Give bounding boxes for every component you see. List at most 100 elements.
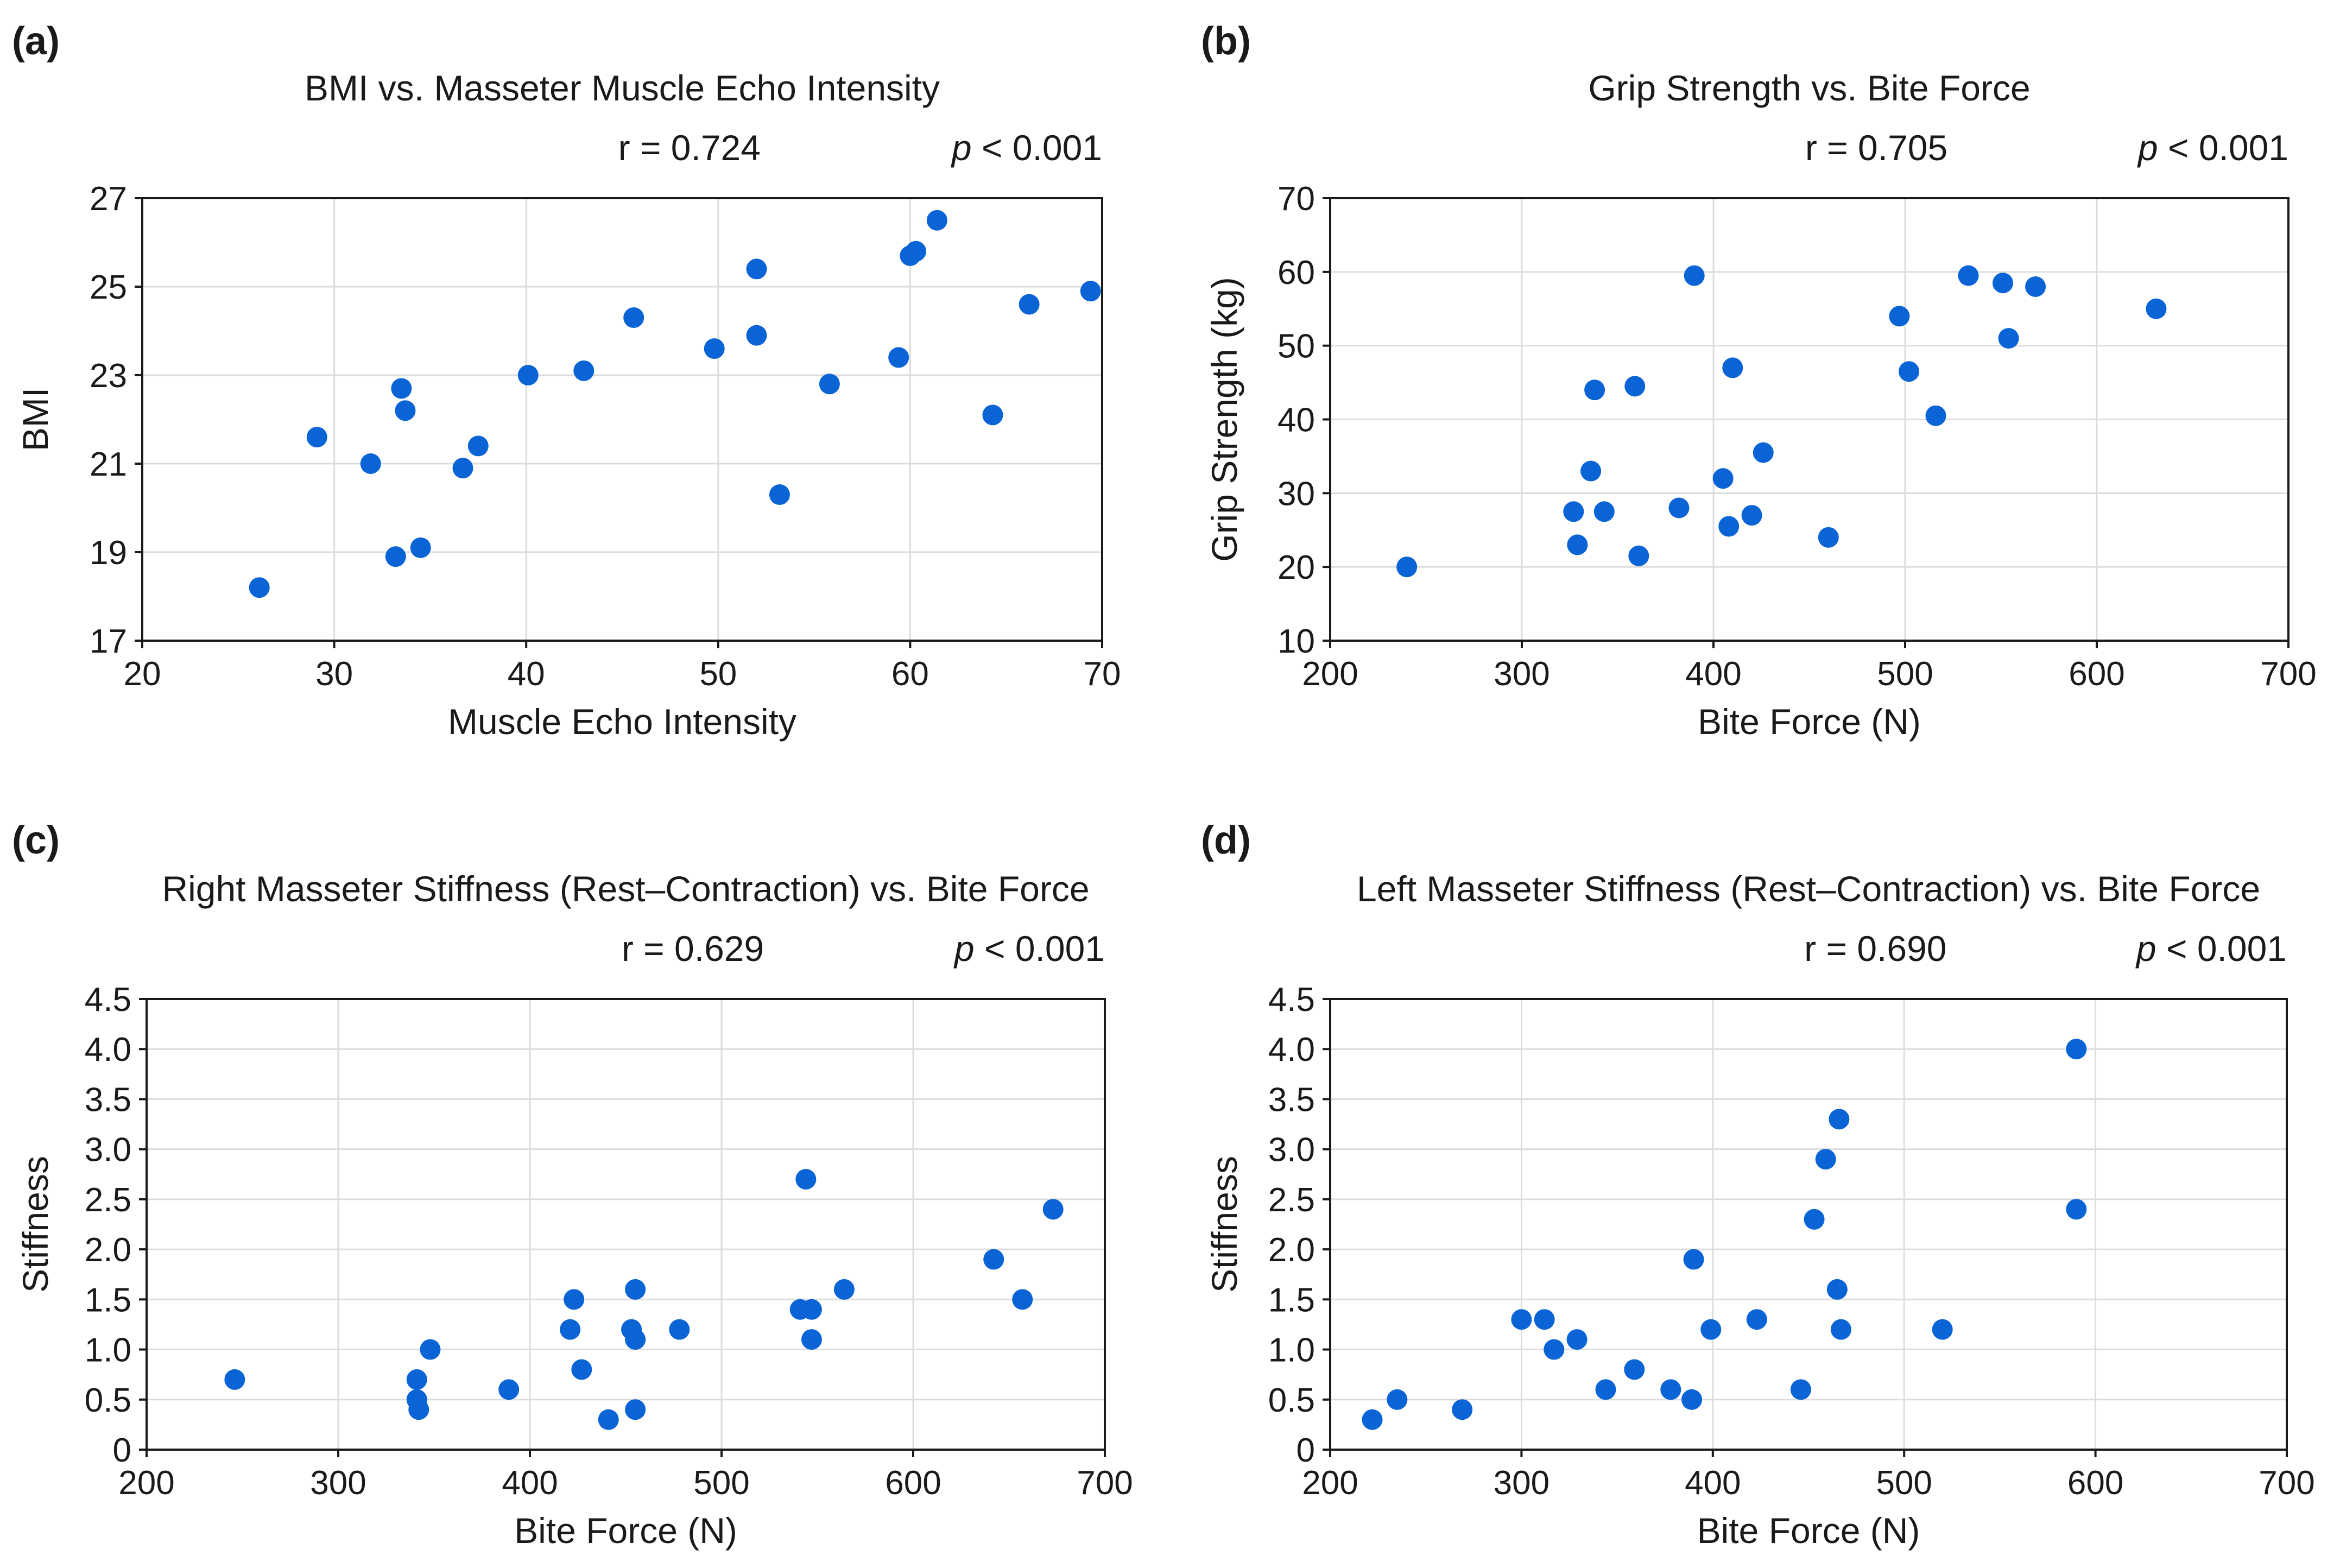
x-tick-label: 200 xyxy=(1302,1464,1358,1502)
y-tick-label: 0.5 xyxy=(85,1382,131,1419)
x-axis-label: Bite Force (N) xyxy=(1698,701,1921,742)
data-point xyxy=(625,1399,646,1420)
plot-frame xyxy=(1329,998,2288,1451)
chart-title: Grip Strength vs. Bite Force xyxy=(1588,68,2030,108)
data-point xyxy=(1595,1379,1616,1400)
data-point xyxy=(1746,1309,1767,1330)
x-axis-label: Bite Force (N) xyxy=(514,1510,737,1551)
data-point xyxy=(224,1369,245,1390)
y-axis-label: Grip Strength (kg) xyxy=(1204,277,1244,562)
data-point xyxy=(1624,1359,1645,1380)
p-value-text: < 0.001 xyxy=(972,128,1102,168)
plot-frame xyxy=(141,197,1103,642)
y-tick-label: 70 xyxy=(1277,180,1315,218)
x-tick-label: 200 xyxy=(118,1464,174,1502)
data-point xyxy=(2066,1039,2087,1060)
correlation-r: r = 0.690 xyxy=(1804,928,1946,969)
x-tick-label: 700 xyxy=(2259,1464,2314,1502)
panel-label: (c) xyxy=(12,819,60,862)
data-point xyxy=(669,1319,690,1340)
data-point xyxy=(598,1409,619,1430)
data-point xyxy=(249,577,270,598)
data-point xyxy=(408,1399,429,1420)
chart-title-part: Right Masseter xyxy=(162,869,413,909)
y-tick-label: 1.5 xyxy=(85,1281,131,1319)
p-value: p < 0.001 xyxy=(953,928,1105,969)
y-tick-label: 30 xyxy=(1277,475,1315,513)
data-point xyxy=(1993,273,2014,294)
y-tick-label: 0.5 xyxy=(1268,1382,1315,1419)
data-point xyxy=(769,484,790,505)
data-point xyxy=(1998,328,2019,349)
data-point xyxy=(2025,276,2046,297)
y-tick-label: 4.0 xyxy=(1268,1031,1315,1068)
p-value-text: < 0.001 xyxy=(2158,128,2288,168)
data-point xyxy=(983,1249,1004,1270)
plot-frame xyxy=(146,998,1106,1451)
data-point xyxy=(819,374,840,395)
y-tick-label: 19 xyxy=(90,534,127,572)
x-tick-label: 600 xyxy=(2069,655,2124,693)
y-tick-label: 0 xyxy=(113,1432,131,1469)
data-point xyxy=(1080,281,1101,302)
p-value: p < 0.001 xyxy=(951,128,1102,168)
data-point xyxy=(801,1299,822,1320)
data-point xyxy=(1563,501,1584,522)
x-tick-label: 400 xyxy=(1685,1464,1741,1502)
data-point xyxy=(517,365,539,385)
data-point xyxy=(1712,468,1734,489)
data-point xyxy=(1396,557,1418,578)
data-point xyxy=(1362,1409,1383,1430)
grid xyxy=(1329,197,2290,642)
x-tick-label: 300 xyxy=(310,1464,366,1502)
y-tick-label: 20 xyxy=(1277,549,1315,586)
panel-label: (b) xyxy=(1201,20,1251,63)
x-tick-label: 700 xyxy=(1077,1464,1133,1502)
y-tick-label: 2.0 xyxy=(1268,1231,1315,1269)
data-point xyxy=(704,338,725,359)
x-tick-label: 30 xyxy=(315,655,353,693)
y-tick-label: 25 xyxy=(90,269,127,306)
y-tick-label: 17 xyxy=(90,623,127,660)
x-tick-label: 600 xyxy=(885,1464,941,1502)
data-point xyxy=(395,400,416,421)
data-point xyxy=(1566,1329,1588,1350)
x-tick-label: 200 xyxy=(1302,655,1358,693)
data-point xyxy=(2066,1199,2087,1220)
data-point xyxy=(982,404,1003,426)
data-point xyxy=(467,435,489,457)
y-tick-label: 40 xyxy=(1277,402,1315,439)
data-point xyxy=(1741,505,1762,526)
data-point xyxy=(1889,306,1910,327)
data-point xyxy=(795,1169,817,1190)
data-points xyxy=(224,1169,1064,1430)
data-point xyxy=(1452,1399,1473,1420)
data-point xyxy=(625,1329,646,1350)
scatter-panel-4: (d) Left Masseter Stiffness (Rest–Contrac… xyxy=(1201,819,2315,1551)
x-tick-label: 300 xyxy=(1494,1464,1550,1502)
correlation-r: r = 0.629 xyxy=(622,928,764,969)
y-tick-label: 27 xyxy=(90,180,127,218)
correlation-r: r = 0.724 xyxy=(618,128,761,168)
panel-label: (a) xyxy=(12,20,60,63)
data-point xyxy=(1829,1109,1850,1130)
data-point xyxy=(1684,265,1705,286)
x-axis-label: Muscle Echo Intensity xyxy=(448,701,796,742)
grid xyxy=(146,998,1106,1451)
data-point xyxy=(623,307,644,328)
data-point xyxy=(571,1359,592,1380)
data-point xyxy=(573,360,595,381)
data-point xyxy=(1815,1149,1836,1170)
data-point xyxy=(306,427,327,448)
data-point xyxy=(1019,294,1040,315)
y-tick-label: 0 xyxy=(1297,1432,1315,1469)
data-point xyxy=(1899,361,1920,382)
data-point xyxy=(1818,527,1839,548)
x-tick-label: 700 xyxy=(2260,655,2316,693)
data-points xyxy=(1362,1039,2087,1430)
data-point xyxy=(452,458,473,479)
x-tick-label: 400 xyxy=(1685,655,1741,693)
p-value-symbol: p xyxy=(2135,928,2156,969)
panel-label: (d) xyxy=(1201,819,1251,862)
data-point xyxy=(360,453,381,474)
